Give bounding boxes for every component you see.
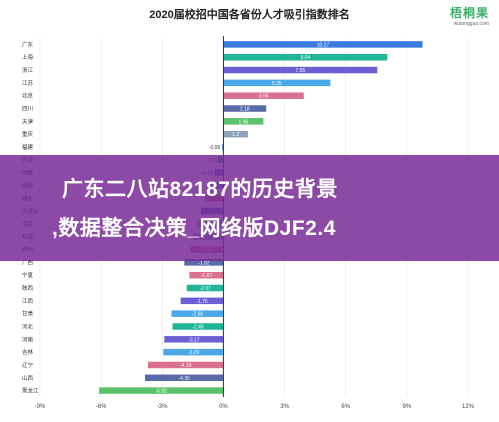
x-tick-label: -3% [157,404,168,410]
bar-value-label: -4.36 [178,376,190,382]
x-axis-ticks: -9% -6% -3% 0% 3% 6% 9% 12% [35,404,475,410]
overlay-subheadline: ,数据整合决策_网络版DJF2.4 [52,217,336,240]
bar-value-label: -0.06 [209,145,221,151]
x-tick-label: -6% [96,404,107,410]
bar-value-label: 9.04 [300,55,310,61]
promo-overlay-banner[interactable]: 广东二八站82187的历史背景 ,数据整合决策_网络版DJF2.4 [0,155,499,261]
x-tick-label: -9% [35,404,46,410]
bar [99,387,224,394]
bar-value-label: -2.49 [192,324,204,330]
bar [223,105,267,112]
bars [99,41,423,394]
category-label: 宁夏 [22,271,34,279]
bar [172,323,224,330]
bar-value-label: -3.17 [188,337,200,343]
bar-value-label: -2.07 [199,286,211,292]
bar-value-label: -4.19 [180,363,192,369]
bar [223,130,248,138]
bar [223,41,423,48]
bar-value-label: -1.75 [196,299,208,305]
category-label: 北京 [22,92,34,100]
category-label: 广西 [22,258,34,266]
category-label: 天津 [22,118,34,125]
bar [186,284,224,292]
category-label: 陕西 [22,284,34,292]
category-label: 甘肃 [22,310,34,318]
bar [223,66,378,74]
category-label: 重庆 [22,130,34,138]
logo-text: 梧桐果 [449,6,489,20]
category-label: 黑龙江 [22,387,39,395]
x-tick-label: 3% [280,404,289,410]
bar-value-label: -1.67 [201,273,213,279]
bar-value-label: -6.92 [156,389,168,395]
category-label: 浙江 [22,66,34,74]
bar [180,297,224,305]
x-tick-label: 6% [341,404,350,410]
bar-value-label: 7.55 [295,68,305,74]
bar-value-label: 5.25 [272,81,282,87]
bar-value-label: 10.27 [317,42,330,48]
x-tick-label: 0% [219,404,228,410]
bar [223,118,264,125]
category-label: 上海 [22,53,34,61]
bar [222,143,224,151]
category-label: 辽宁 [22,361,34,369]
category-label: 吉林 [22,348,34,356]
bar-value-label: 2.18 [240,107,250,113]
bar [223,53,388,61]
category-label: 河北 [22,322,34,330]
bar [223,79,331,87]
overlay-headline: 广东二八站82187的历史背景 [62,178,338,201]
x-tick-label: 12% [462,404,475,410]
bar [171,310,224,317]
category-label: 广东 [22,40,34,48]
logo-url: wutongguo.com [453,21,489,27]
category-label: 山西 [22,374,34,382]
bar-value-label: 1.2 [232,132,239,138]
bar [148,361,224,369]
bar [164,336,224,343]
x-tick-label: 9% [403,404,412,410]
watermark-logo: 梧桐果 wutongguo.com [450,4,489,27]
bar-value-label: -2.66 [192,312,204,318]
bar [189,271,224,279]
bar [144,374,224,382]
bar [163,348,224,356]
bar [223,92,304,99]
bar-value-label: 3.94 [259,94,269,100]
category-label: 江西 [22,298,34,305]
bar [184,259,224,266]
category-label: 江苏 [22,79,34,87]
bar-value-label: -3.29 [188,350,200,356]
category-label: 四川 [22,106,33,113]
category-label: 河南 [22,335,34,343]
bar-value-label: -1.92 [198,260,210,266]
bar-value-label: 1.96 [239,119,249,125]
chart-title: 2020届校招中国各省份人才吸引指数排名 [149,9,350,21]
category-label: 福建 [22,143,34,151]
